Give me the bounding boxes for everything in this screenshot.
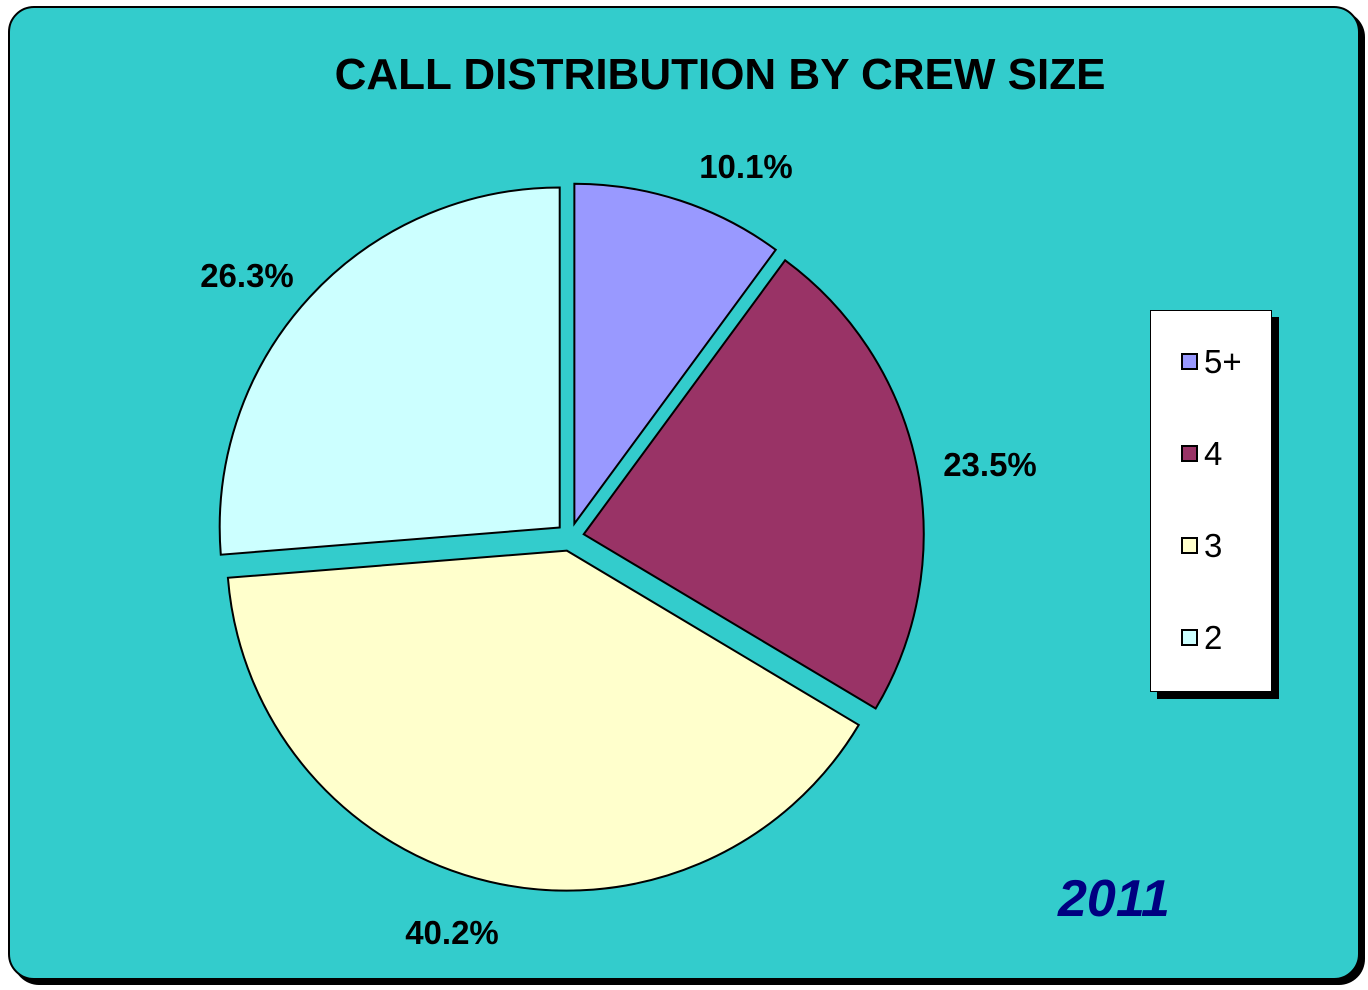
legend-swatch xyxy=(1181,628,1198,646)
pie-slice-2 xyxy=(218,186,561,556)
chart-title: CALL DISTRIBUTION BY CREW SIZE xyxy=(334,50,1106,99)
legend-item-3: 3 xyxy=(1181,525,1222,565)
legend: 5+ 4 3 2 xyxy=(1150,310,1272,692)
pie-slice-5plus xyxy=(573,182,778,527)
legend-label: 5+ xyxy=(1204,342,1242,380)
slice-value-label: 40.2% xyxy=(405,914,499,951)
pie-slice-4 xyxy=(582,258,925,710)
pie-chart: 10.1% 23.5% 40.2% 26.3% xyxy=(200,148,1037,951)
legend-label: 2 xyxy=(1204,618,1223,656)
legend-item-2: 2 xyxy=(1181,617,1222,657)
legend-item-5plus: 5+ xyxy=(1181,341,1242,381)
pie-slice-3 xyxy=(226,549,861,892)
legend-label: 3 xyxy=(1204,526,1223,564)
slice-value-label: 23.5% xyxy=(943,446,1037,483)
year-annotation: 2011 xyxy=(1058,870,1170,928)
legend-swatch xyxy=(1181,536,1198,554)
legend-swatch xyxy=(1181,444,1198,462)
legend-label: 4 xyxy=(1204,434,1223,472)
chart-panel: CALL DISTRIBUTION BY CREW SIZE 10.1% 23.5… xyxy=(8,6,1360,980)
slice-value-label: 10.1% xyxy=(699,148,793,185)
legend-item-4: 4 xyxy=(1181,433,1222,473)
legend-swatch xyxy=(1181,352,1198,370)
slice-value-label: 26.3% xyxy=(200,257,294,294)
